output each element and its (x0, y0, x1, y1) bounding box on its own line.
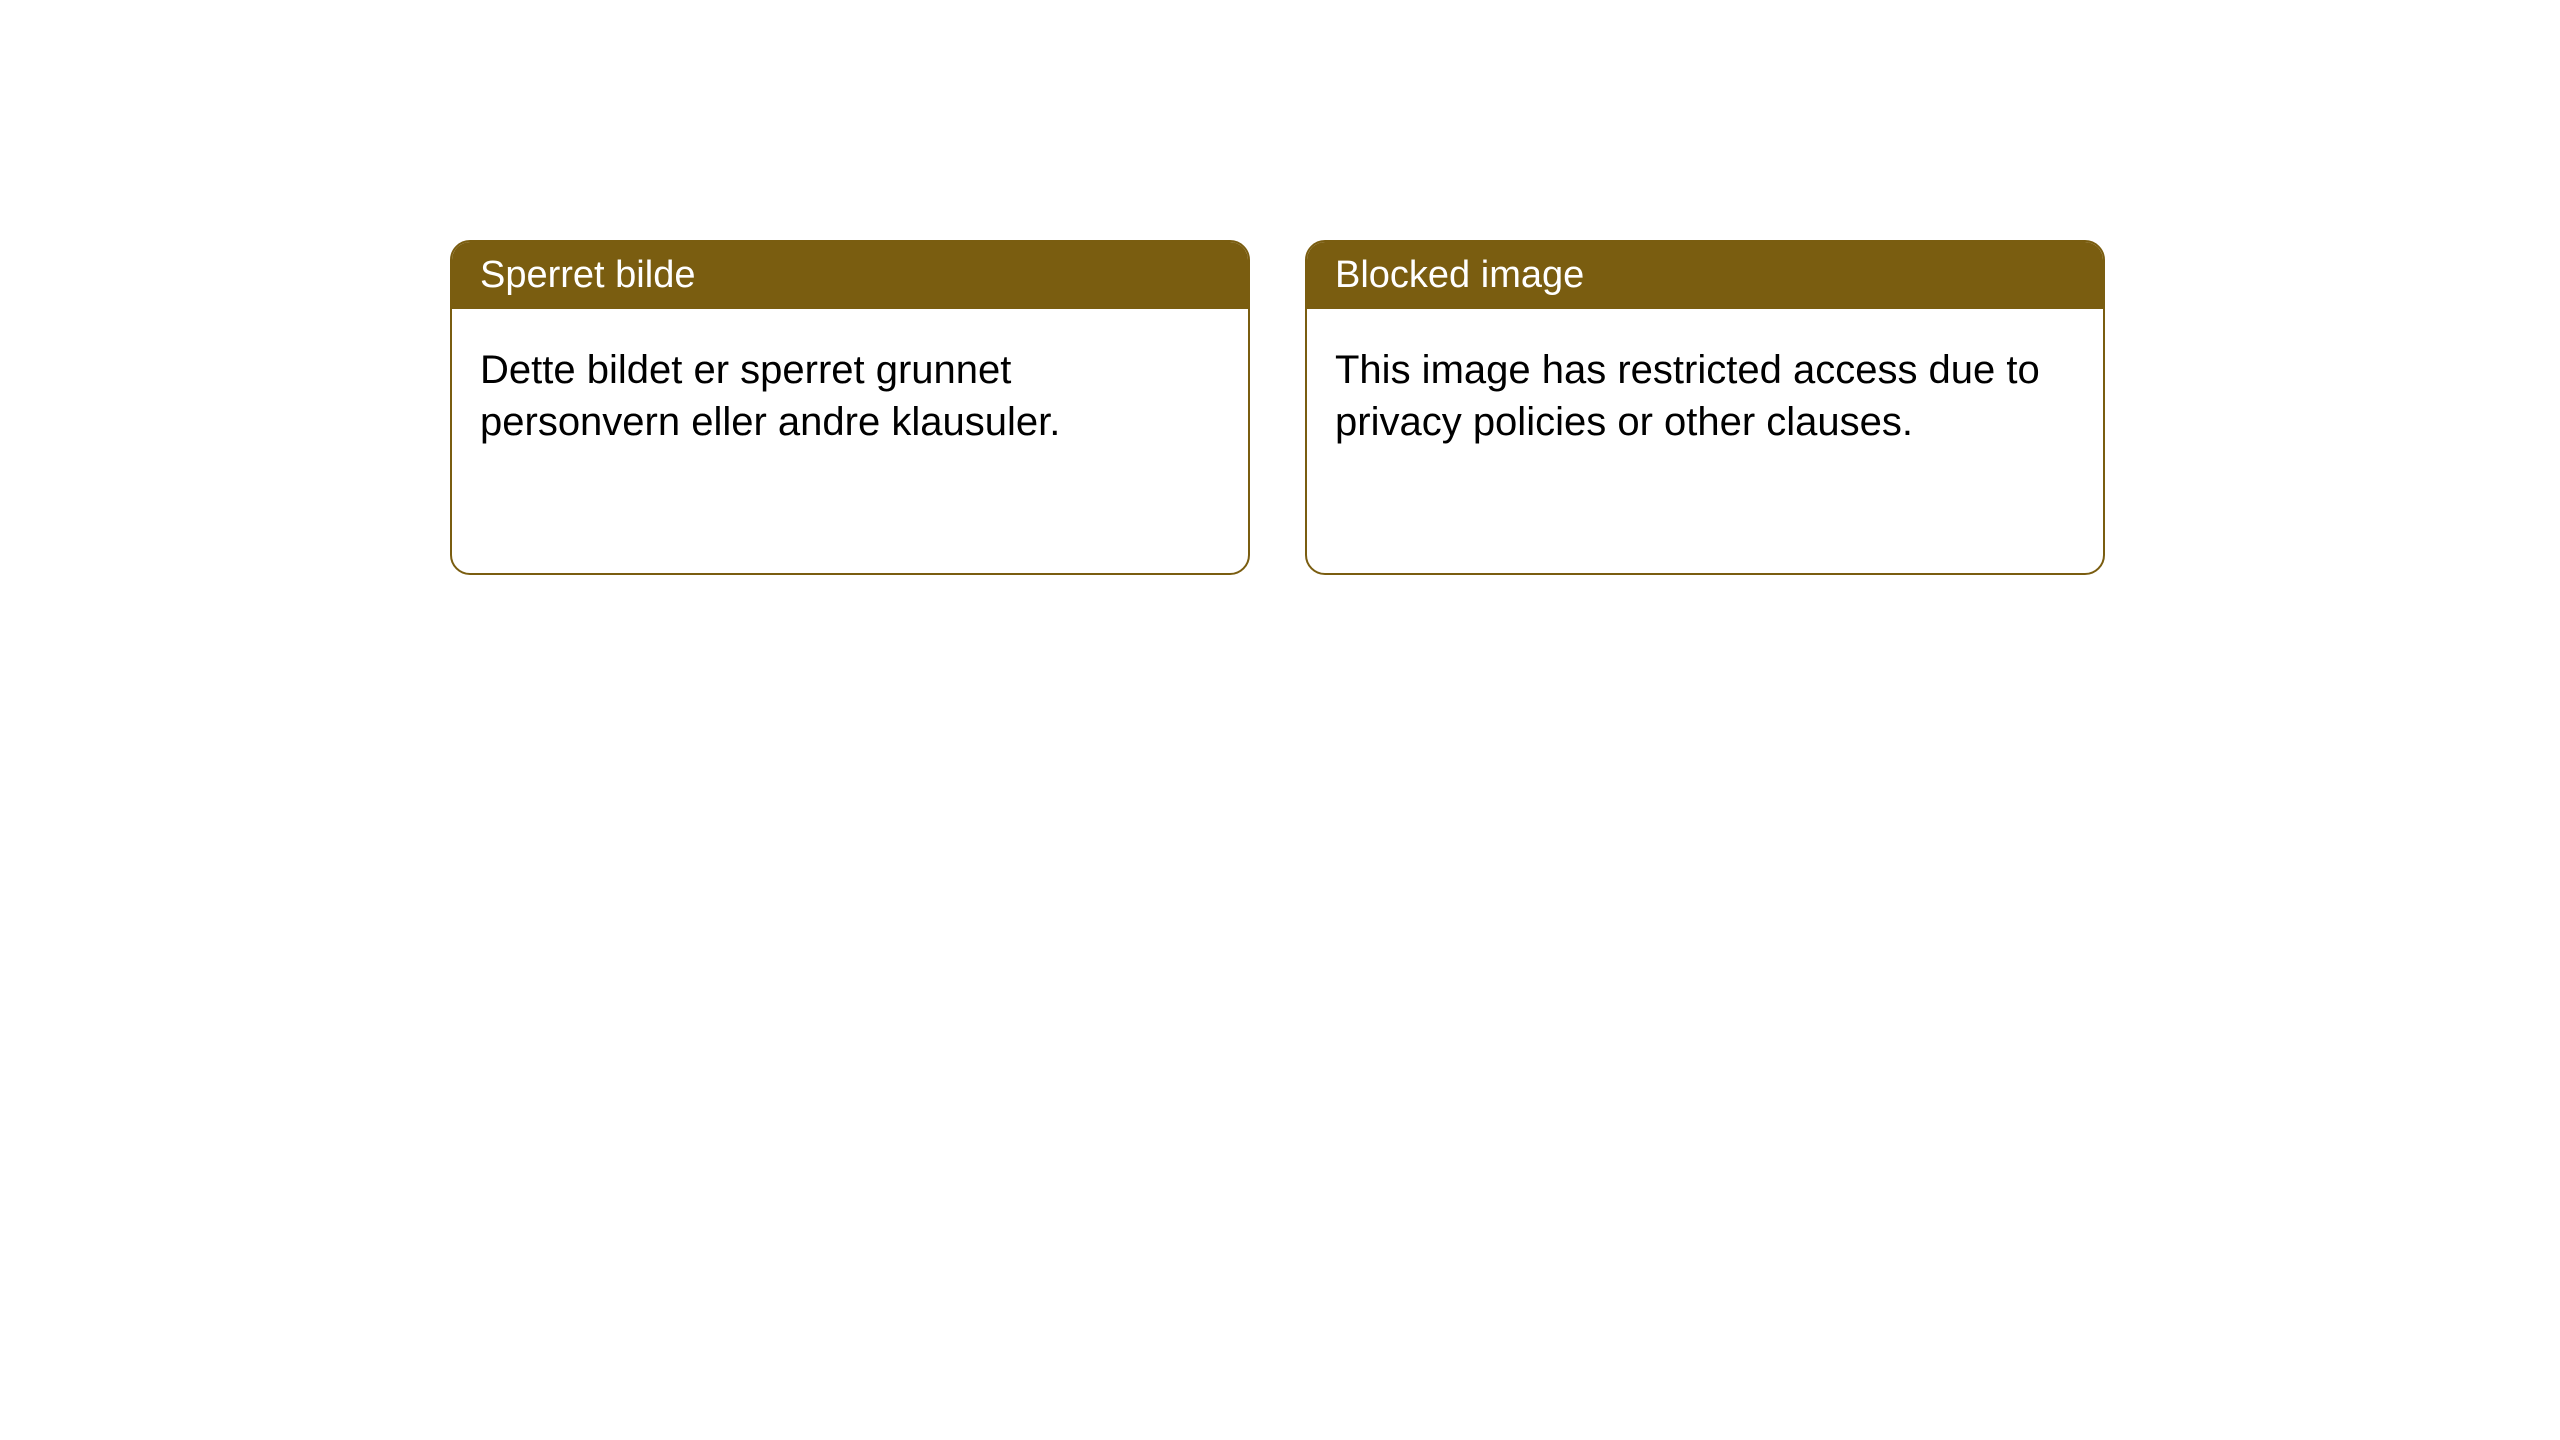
card-text-norwegian: Dette bildet er sperret grunnet personve… (480, 348, 1060, 444)
notice-card-norwegian: Sperret bilde Dette bildet er sperret gr… (450, 240, 1250, 575)
card-header-english: Blocked image (1307, 242, 2103, 309)
card-body-english: This image has restricted access due to … (1307, 309, 2103, 483)
notice-cards-container: Sperret bilde Dette bildet er sperret gr… (450, 240, 2105, 575)
notice-card-english: Blocked image This image has restricted … (1305, 240, 2105, 575)
card-title-english: Blocked image (1335, 254, 1584, 296)
card-text-english: This image has restricted access due to … (1335, 348, 2040, 444)
card-title-norwegian: Sperret bilde (480, 254, 695, 296)
card-body-norwegian: Dette bildet er sperret grunnet personve… (452, 309, 1248, 483)
card-header-norwegian: Sperret bilde (452, 242, 1248, 309)
